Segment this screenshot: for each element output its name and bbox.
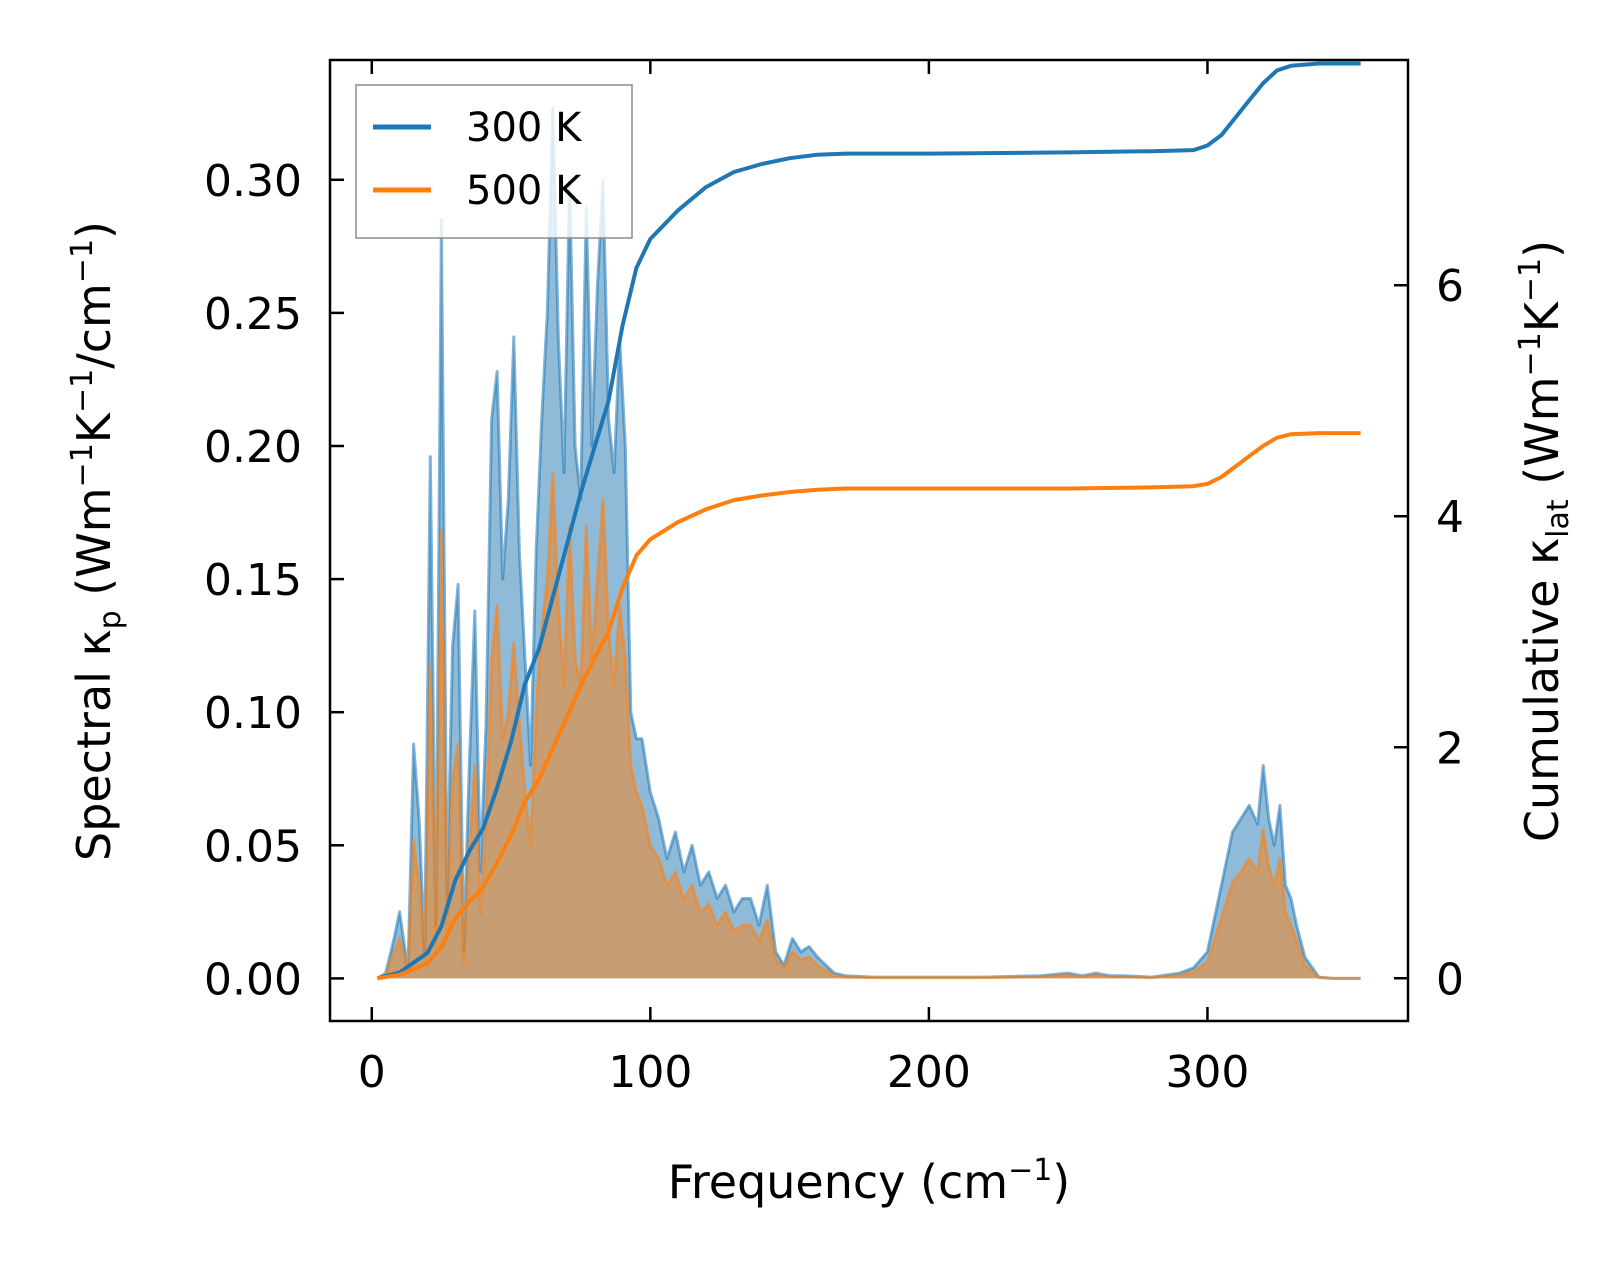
y-left-tick-label: 0.00 <box>204 954 302 1005</box>
y-right-tick-label: 2 <box>1436 723 1464 774</box>
x-tick-label: 300 <box>1165 1047 1249 1098</box>
y-left-tick-label: 0.10 <box>204 688 302 739</box>
spectral-line-300k <box>376 106 1361 980</box>
y-right-tick-label: 6 <box>1436 261 1464 312</box>
spectral-fill-500k <box>377 472 1361 979</box>
x-axis-label: Frequency (cm−1) <box>668 1153 1071 1209</box>
cumulative-line-300k <box>376 61 1361 981</box>
x-tick-label: 200 <box>887 1047 971 1098</box>
y-axis-left-label: Spectral κp (Wm−1K−1/cm−1) <box>65 221 128 861</box>
y-left-tick-label: 0.05 <box>204 821 302 872</box>
y-left-tick-label: 0.30 <box>204 156 302 207</box>
y-right-tick-label: 4 <box>1436 492 1464 543</box>
y-left-tick-label: 0.20 <box>204 422 302 473</box>
spectral-line-500k <box>376 471 1361 980</box>
x-tick-label: 0 <box>358 1047 386 1098</box>
y-right-tick-label: 0 <box>1436 954 1464 1005</box>
x-tick-label: 100 <box>608 1047 692 1098</box>
legend-label-500k: 500 K <box>466 168 583 214</box>
y-left-tick-label: 0.15 <box>204 555 302 606</box>
cumulative-line-500k <box>377 431 1361 981</box>
y-left-tick-label: 0.25 <box>204 289 302 340</box>
legend-label-300k: 300 K <box>466 105 583 151</box>
y-axis-right-label: Cumulative κlat (Wm−1K−1) <box>1513 240 1576 842</box>
legend-box <box>355 84 633 239</box>
legend: 300 K 500 K <box>355 84 633 239</box>
plot-frame <box>328 58 1410 1023</box>
